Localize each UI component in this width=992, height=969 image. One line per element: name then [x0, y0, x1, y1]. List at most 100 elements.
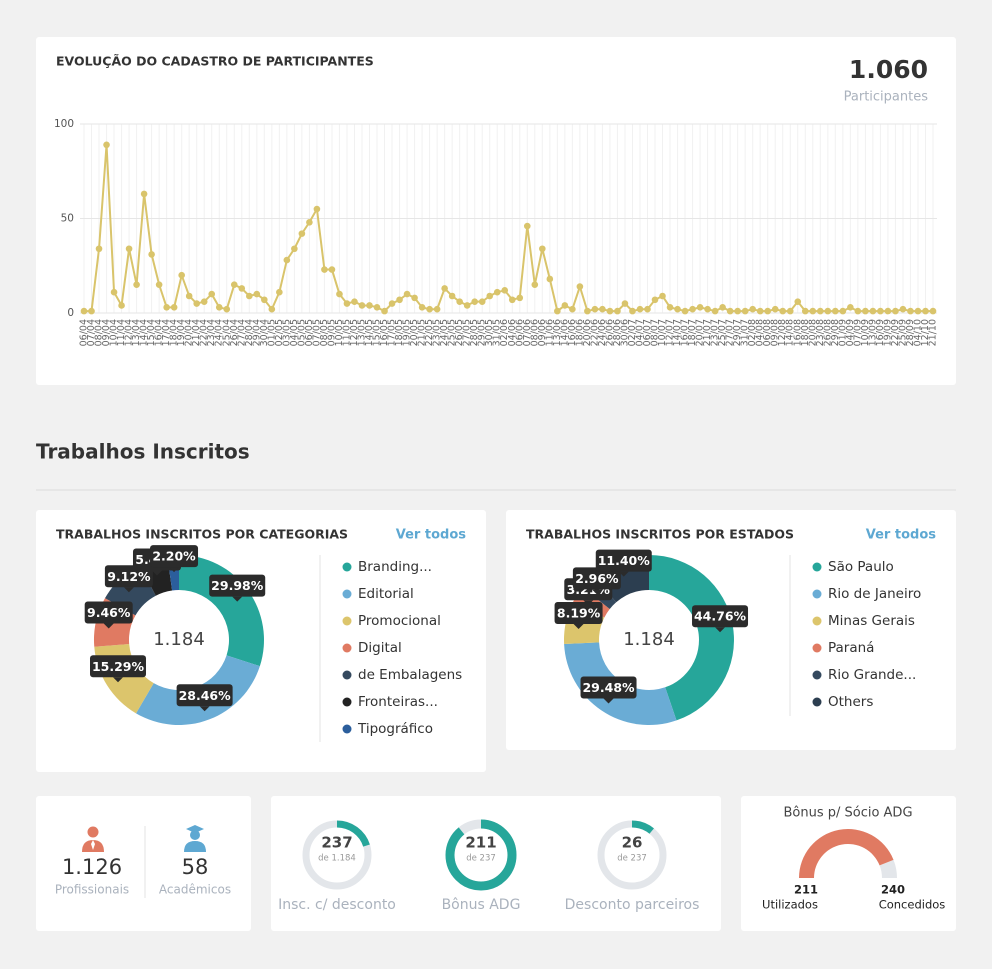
- point: [704, 305, 711, 313]
- point: [125, 245, 133, 253]
- legend-swatch: [812, 643, 822, 653]
- point: [321, 266, 328, 273]
- x-tick-label: 16/04: [154, 319, 165, 346]
- point: [501, 287, 509, 294]
- x-tick-label: 27/05: [462, 319, 473, 346]
- x-tick-label: 23/07: [710, 319, 721, 346]
- legend-swatch: [812, 616, 822, 626]
- legend-swatch: [812, 670, 822, 680]
- tooltip: 44.76%: [692, 605, 749, 633]
- point: [839, 307, 847, 315]
- x-tick-label: 02/08: [747, 319, 758, 346]
- x-tick-label: 28/05: [469, 319, 480, 346]
- tooltip: 9.46%: [84, 601, 133, 629]
- x-tick-label: 10/07: [657, 319, 668, 346]
- point: [854, 307, 862, 315]
- x-tick-label: 01/05: [266, 319, 277, 346]
- point: [336, 290, 343, 298]
- point: [283, 256, 291, 264]
- view-all-link[interactable]: Ver todos: [866, 528, 936, 543]
- point: [554, 307, 561, 315]
- x-tick-label: 07/04: [86, 319, 97, 346]
- x-tick-label: 02/07: [627, 319, 638, 346]
- y-tick-label: 0: [67, 307, 74, 319]
- x-tick-label: 13/09: [867, 319, 878, 346]
- tooltip: 29.48%: [580, 676, 637, 704]
- data-label: 29.98%: [211, 578, 264, 593]
- x-tick-label: 04/08: [755, 319, 766, 346]
- legend-label: Paraná: [828, 640, 874, 656]
- bonus-value: 240: [881, 883, 905, 897]
- point: [261, 296, 268, 304]
- legend-label: Rio Grande...: [828, 667, 916, 683]
- point: [832, 307, 839, 315]
- point: [884, 307, 892, 315]
- point: [531, 281, 539, 288]
- legend-label: Branding...: [358, 559, 432, 575]
- point: [426, 305, 433, 313]
- tooltip: 15.29%: [90, 655, 147, 683]
- ring-progress: [302, 820, 372, 890]
- point: [546, 275, 554, 283]
- member-label: Profissionais: [55, 883, 129, 897]
- x-tick-label: 16/09: [875, 319, 886, 346]
- ring-label: Desconto parceiros: [565, 897, 700, 913]
- point: [779, 307, 787, 315]
- donut-slice: [649, 555, 734, 721]
- x-tick-label: 06/07: [642, 319, 653, 346]
- x-tick-label: 25/09: [897, 319, 908, 346]
- x-tick-label: 14/04: [139, 319, 150, 346]
- data-label: 2.96%: [575, 571, 619, 586]
- legend-label: Tipográfico: [357, 721, 433, 737]
- point: [591, 305, 599, 313]
- point: [381, 307, 388, 315]
- tooltip-box: [692, 605, 749, 628]
- point: [411, 294, 418, 302]
- point: [373, 304, 381, 311]
- x-tick-label: 30/05: [484, 319, 495, 346]
- x-tick-label: 16/05: [379, 319, 390, 346]
- legend-swatch: [342, 670, 352, 680]
- legend-swatch: [342, 589, 352, 599]
- x-tick-label: 24/06: [597, 319, 608, 346]
- point: [644, 305, 651, 313]
- ring-total: de 237: [617, 854, 647, 864]
- total-value: 1.060: [849, 55, 928, 84]
- data-label: 9.12%: [107, 569, 151, 584]
- view-all-link[interactable]: Ver todos: [396, 528, 466, 543]
- point: [291, 245, 298, 253]
- point: [922, 307, 929, 315]
- point: [749, 305, 756, 313]
- x-tick-label: 06/08: [762, 319, 773, 346]
- legend-label: de Embalagens: [358, 667, 462, 683]
- data-label: 44.76%: [694, 609, 747, 624]
- tooltip: 9.12%: [104, 565, 153, 593]
- x-tick-label: 07/05: [311, 319, 322, 346]
- point: [403, 290, 411, 298]
- x-tick-label: 26/06: [604, 319, 615, 346]
- point: [899, 305, 907, 313]
- point: [614, 307, 621, 315]
- card-title: TRABALHOS INSCRITOS POR CATEGORIAS: [56, 527, 348, 542]
- x-tick-label: 12/04: [124, 319, 135, 346]
- x-tick-label: 07/06: [522, 319, 533, 346]
- x-tick-label: 20/04: [184, 319, 195, 346]
- tooltip: 11.40%: [595, 549, 652, 577]
- point: [193, 300, 200, 307]
- x-tick-label: 12/05: [349, 319, 360, 346]
- tooltip: 2.20%: [150, 545, 199, 573]
- point: [238, 285, 246, 292]
- tooltip-pointer: [232, 596, 243, 602]
- x-tick-label: 16/06: [567, 319, 578, 346]
- point: [674, 305, 681, 313]
- legend-label: Fronteiras...: [358, 694, 438, 710]
- x-tick-label: 11/04: [116, 319, 127, 346]
- tooltip-box: [104, 565, 153, 588]
- point: [801, 307, 809, 315]
- member-value: 58: [182, 855, 209, 879]
- point: [230, 281, 238, 288]
- legend-label: Promocional: [358, 613, 441, 629]
- x-tick-label: 03/05: [281, 319, 292, 346]
- bonus-label: Concedidos: [879, 898, 946, 912]
